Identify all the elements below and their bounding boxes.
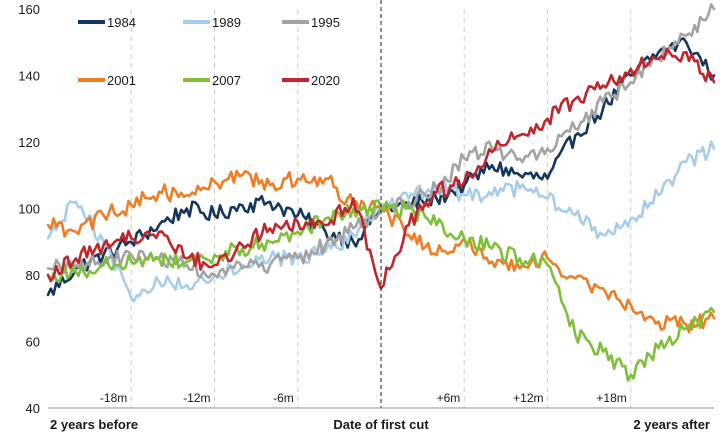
x-label-end: 2 years after	[633, 417, 710, 432]
y-tick-label: 100	[18, 202, 40, 217]
y-tick-label: 160	[18, 2, 40, 17]
legend-label-1984: 1984	[107, 15, 136, 30]
month-label: +6m	[437, 391, 461, 405]
legend-label-1995: 1995	[311, 15, 340, 30]
series-lines	[46, 3, 716, 382]
x-label-start: 2 years before	[50, 417, 138, 432]
legend-label-1989: 1989	[212, 15, 241, 30]
legend: 1984 1989 1995 2001 2007 2020	[78, 15, 340, 88]
series-line-2001	[46, 169, 716, 334]
month-label: -18m	[100, 391, 127, 405]
month-label: -12m	[183, 391, 210, 405]
y-tick-label: 140	[18, 69, 40, 84]
axes: 40 60 80 100 120 140 160 -18m -12m -6m +6m +12m +18m…	[18, 0, 714, 432]
month-label: +12m	[513, 391, 543, 405]
x-label-center: Date of first cut	[333, 417, 429, 432]
legend-label-2001: 2001	[107, 73, 136, 88]
y-tick-label: 120	[18, 135, 40, 150]
month-label: +18m	[596, 391, 626, 405]
month-label: -6m	[273, 391, 294, 405]
legend-label-2007: 2007	[212, 73, 241, 88]
y-tick-label: 40	[26, 401, 40, 416]
series-line-2007	[46, 199, 716, 382]
series-line-1989	[46, 140, 716, 303]
y-tick-label: 80	[26, 268, 40, 283]
y-tick-label: 60	[26, 335, 40, 350]
legend-label-2020: 2020	[311, 73, 340, 88]
